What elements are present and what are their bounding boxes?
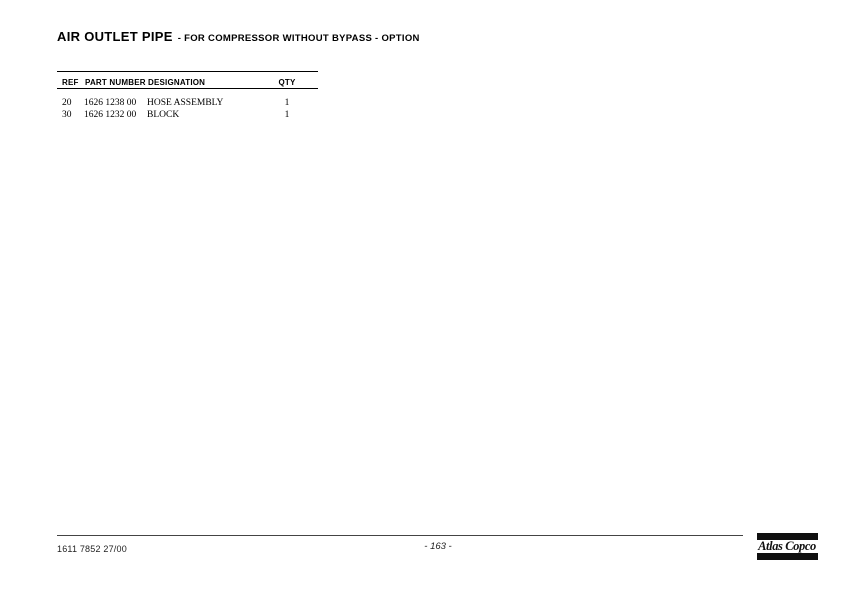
table-row: 30 1626 1232 00 BLOCK 1 (57, 110, 318, 122)
cell-part-number: 1626 1232 00 (84, 109, 137, 120)
logo-top-bar-icon (756, 533, 818, 540)
page-title: AIR OUTLET PIPE - FOR COMPRESSOR WITHOUT… (57, 29, 420, 44)
cell-qty: 1 (284, 98, 290, 108)
table-header-rule (57, 88, 318, 89)
column-header-designation: DESIGNATION (148, 78, 206, 87)
cell-qty: 1 (284, 109, 290, 120)
page-title-subtitle: - FOR COMPRESSOR WITHOUT BYPASS - OPTION (177, 33, 420, 44)
cell-designation: BLOCK (147, 109, 180, 120)
footer-rule (57, 535, 743, 536)
page-title-main: AIR OUTLET PIPE (57, 29, 173, 44)
page-number: - 163 - (424, 541, 452, 552)
cell-part-number: 1626 1238 00 (84, 98, 137, 108)
column-header-ref: REF (62, 78, 79, 87)
logo-bottom-bar-icon (756, 553, 818, 560)
cell-ref: 20 (62, 98, 72, 108)
table-row: 20 1626 1238 00 HOSE ASSEMBLY 1 (57, 98, 318, 110)
cell-designation: HOSE ASSEMBLY (147, 98, 224, 108)
column-header-part-number: PART NUMBER (85, 78, 146, 87)
logo-wordmark: Atlas Copco (758, 539, 816, 553)
parts-table: REF PART NUMBER DESIGNATION QTY 20 1626 … (57, 71, 318, 121)
table-body: 20 1626 1238 00 HOSE ASSEMBLY 1 30 1626 … (57, 98, 318, 121)
table-header-row: REF PART NUMBER DESIGNATION QTY (57, 72, 318, 88)
atlas-copco-logo: Atlas Copco (754, 533, 820, 560)
document-number: 1611 7852 27/00 (57, 544, 127, 554)
cell-ref: 30 (62, 109, 72, 120)
column-header-qty: QTY (278, 78, 296, 87)
table-top-rule (57, 71, 318, 72)
